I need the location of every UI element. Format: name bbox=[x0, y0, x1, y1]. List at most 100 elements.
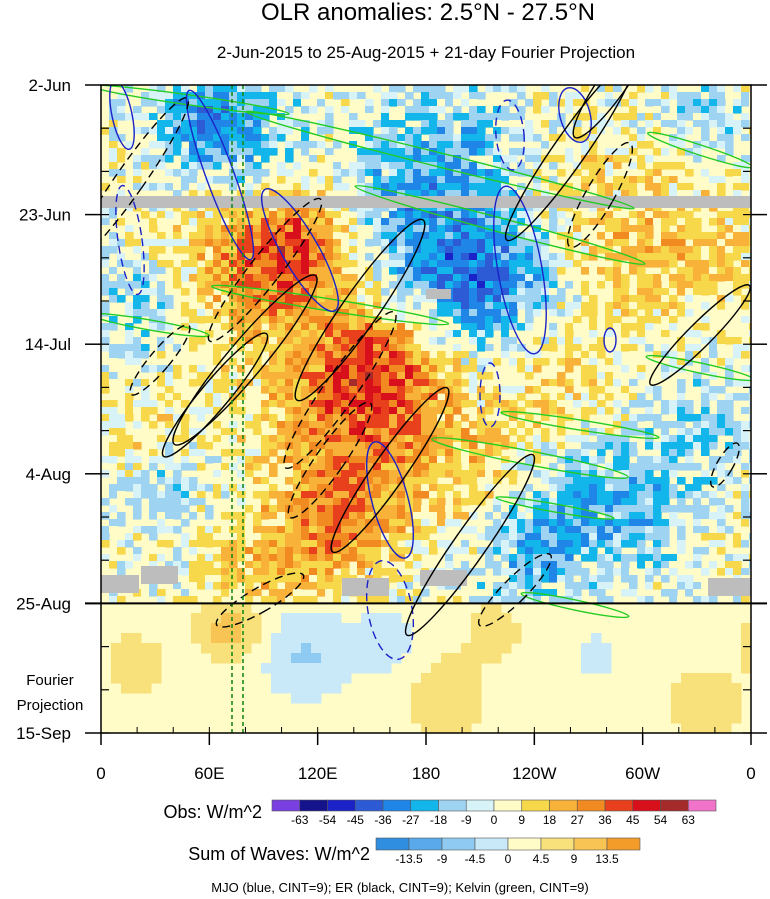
obs-cell bbox=[445, 365, 454, 373]
obs-cell bbox=[493, 134, 502, 142]
obs-cell bbox=[717, 463, 726, 471]
obs-cell bbox=[485, 533, 494, 541]
obs-cell bbox=[181, 183, 190, 191]
obs-cell bbox=[477, 491, 486, 499]
obs-cell bbox=[373, 463, 382, 471]
obs-cell bbox=[677, 428, 686, 436]
obs-cell bbox=[701, 449, 710, 457]
obs-cell bbox=[685, 211, 694, 219]
obs-cell bbox=[141, 526, 150, 534]
projection-cell bbox=[191, 613, 202, 624]
projection-cell bbox=[591, 643, 602, 654]
obs-cell bbox=[269, 302, 278, 310]
obs-cell bbox=[133, 281, 142, 289]
obs-cell bbox=[461, 162, 470, 170]
obs-cell bbox=[717, 274, 726, 282]
obs-cell bbox=[293, 344, 302, 352]
obs-cell bbox=[301, 323, 310, 331]
obs-cell bbox=[477, 281, 486, 289]
obs-cell bbox=[205, 120, 214, 128]
obs-cell bbox=[485, 554, 494, 562]
obs-cell bbox=[181, 127, 190, 135]
obs-cell bbox=[629, 421, 638, 429]
obs-cell bbox=[509, 190, 518, 198]
projection-cell bbox=[151, 653, 162, 664]
obs-cell bbox=[269, 561, 278, 569]
obs-cell bbox=[677, 267, 686, 275]
obs-cell bbox=[533, 351, 542, 359]
obs-cell bbox=[413, 519, 422, 527]
obs-cell bbox=[389, 428, 398, 436]
obs-cell bbox=[605, 379, 614, 387]
obs-cell bbox=[621, 575, 630, 583]
obs-cell bbox=[229, 463, 238, 471]
obs-cell bbox=[293, 267, 302, 275]
obs-cell bbox=[301, 386, 310, 394]
obs-cell bbox=[485, 526, 494, 534]
obs-cell bbox=[701, 288, 710, 296]
obs-cell bbox=[413, 575, 422, 583]
obs-cell bbox=[253, 92, 262, 100]
obs-cell bbox=[725, 141, 734, 149]
obs-cell bbox=[341, 344, 350, 352]
obs-cell bbox=[373, 120, 382, 128]
obs-cell bbox=[637, 547, 646, 555]
obs-cell bbox=[189, 358, 198, 366]
obs-cell bbox=[181, 239, 190, 247]
obs-cell bbox=[285, 120, 294, 128]
obs-cell bbox=[309, 491, 318, 499]
obs-cell bbox=[413, 533, 422, 541]
obs-cell bbox=[269, 491, 278, 499]
obs-cell bbox=[701, 169, 710, 177]
obs-cell bbox=[405, 582, 414, 590]
obs-cell bbox=[213, 484, 222, 492]
obs-cell bbox=[709, 337, 718, 345]
obs-cell bbox=[621, 393, 630, 401]
obs-cell bbox=[333, 141, 342, 149]
obs-cell bbox=[493, 232, 502, 240]
obs-cell bbox=[701, 134, 710, 142]
obs-cell bbox=[605, 456, 614, 464]
obs-cell bbox=[549, 449, 558, 457]
obs-cell bbox=[421, 421, 430, 429]
obs-cell bbox=[277, 232, 286, 240]
obs-cell bbox=[469, 540, 478, 548]
obs-cell bbox=[501, 281, 510, 289]
obs-cell bbox=[373, 470, 382, 478]
obs-cell bbox=[613, 582, 622, 590]
obs-cell bbox=[381, 232, 390, 240]
obs-cell bbox=[389, 92, 398, 100]
obs-cell bbox=[605, 169, 614, 177]
obs-cell bbox=[285, 344, 294, 352]
obs-cell bbox=[165, 470, 174, 478]
obs-cell bbox=[397, 463, 406, 471]
obs-cell bbox=[621, 176, 630, 184]
obs-cell bbox=[733, 225, 742, 233]
obs-cell bbox=[621, 169, 630, 177]
obs-cell bbox=[685, 582, 694, 590]
obs-cell bbox=[165, 491, 174, 499]
obs-cell bbox=[373, 113, 382, 121]
obs-cell bbox=[317, 274, 326, 282]
obs-cell bbox=[261, 512, 270, 520]
obs-cell bbox=[565, 491, 574, 499]
obs-cell bbox=[261, 92, 270, 100]
obs-cell bbox=[749, 477, 751, 485]
obs-cell bbox=[117, 134, 126, 142]
obs-cell bbox=[453, 456, 462, 464]
obs-cell bbox=[349, 344, 358, 352]
obs-cell bbox=[557, 519, 566, 527]
obs-cell bbox=[701, 393, 710, 401]
obs-cell bbox=[349, 477, 358, 485]
chart-title: OLR anomalies: 2.5°N - 27.5°N bbox=[261, 0, 595, 26]
obs-cell bbox=[645, 274, 654, 282]
obs-cell bbox=[277, 421, 286, 429]
obs-cell bbox=[637, 470, 646, 478]
obs-cell bbox=[469, 99, 478, 107]
obs-cell bbox=[221, 582, 230, 590]
obs-cell bbox=[141, 309, 150, 317]
obs-cell bbox=[277, 106, 286, 114]
obs-cell bbox=[637, 106, 646, 114]
obs-cell bbox=[245, 330, 254, 338]
obs-cell bbox=[437, 141, 446, 149]
